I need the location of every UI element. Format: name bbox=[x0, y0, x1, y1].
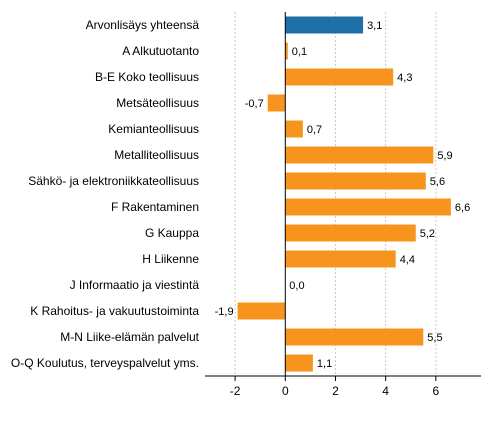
category-label: K Rahoitus- ja vakuutustoiminta bbox=[30, 304, 199, 318]
value-label: 5,5 bbox=[427, 332, 442, 344]
x-tick-label: 4 bbox=[382, 384, 389, 398]
category-label: O-Q Koulutus, terveyspalvelut yms. bbox=[11, 356, 199, 370]
category-label: G Kauppa bbox=[145, 226, 199, 240]
bar-5 bbox=[285, 146, 434, 164]
bar-11 bbox=[237, 302, 286, 320]
bar-8 bbox=[285, 224, 416, 242]
value-label: 5,9 bbox=[437, 150, 452, 162]
value-label: 5,2 bbox=[420, 228, 435, 240]
x-tick-label: -2 bbox=[230, 384, 241, 398]
category-label: J Informaatio ja viestintä bbox=[70, 278, 200, 292]
value-label: 4,3 bbox=[397, 72, 412, 84]
value-label: 5,6 bbox=[430, 176, 445, 188]
category-label: F Rakentaminen bbox=[111, 200, 199, 214]
x-tick-label: 6 bbox=[432, 384, 439, 398]
category-label: Metalliteollisuus bbox=[114, 148, 199, 162]
category-label: Sähkö- ja elektroniikkateollisuus bbox=[28, 174, 199, 188]
bar-6 bbox=[285, 172, 426, 190]
grid-layer bbox=[234, 12, 437, 376]
bar-2 bbox=[285, 68, 394, 86]
category-label: A Alkutuotanto bbox=[122, 44, 199, 58]
category-label: B-E Koko teollisuus bbox=[95, 70, 199, 84]
bar-0 bbox=[285, 16, 364, 34]
value-label: -1,9 bbox=[215, 306, 234, 318]
bar-layer bbox=[237, 16, 451, 372]
bar-1 bbox=[285, 42, 288, 60]
label-layer: 3,1 Arvonlisäys yhteensä 0,1 A Alkutuotanto… bbox=[11, 18, 470, 398]
bar-12 bbox=[285, 328, 424, 346]
category-label: Kemianteollisuus bbox=[108, 122, 199, 136]
value-label: 4,4 bbox=[400, 254, 415, 266]
bar-9 bbox=[285, 250, 396, 268]
bar-4 bbox=[285, 120, 303, 138]
value-label: 0,1 bbox=[292, 46, 307, 58]
bar-7 bbox=[285, 198, 451, 216]
value-label: 0,7 bbox=[307, 124, 322, 136]
value-label: -0,7 bbox=[245, 98, 264, 110]
category-label: Metsäteollisuus bbox=[116, 96, 199, 110]
value-label: 6,6 bbox=[455, 202, 470, 214]
category-label: H Liikenne bbox=[142, 252, 199, 266]
bar-13 bbox=[285, 354, 313, 372]
value-label: 0,0 bbox=[289, 280, 304, 292]
bar-3 bbox=[267, 94, 286, 112]
category-label: M-N Liike-elämän palvelut bbox=[60, 330, 199, 344]
category-label: Arvonlisäys yhteensä bbox=[86, 18, 200, 32]
x-tick-label: 0 bbox=[282, 384, 289, 398]
value-label: 3,1 bbox=[367, 20, 382, 32]
axis-layer bbox=[205, 12, 481, 381]
value-label: 1,1 bbox=[317, 358, 332, 370]
x-tick-label: 2 bbox=[332, 384, 339, 398]
